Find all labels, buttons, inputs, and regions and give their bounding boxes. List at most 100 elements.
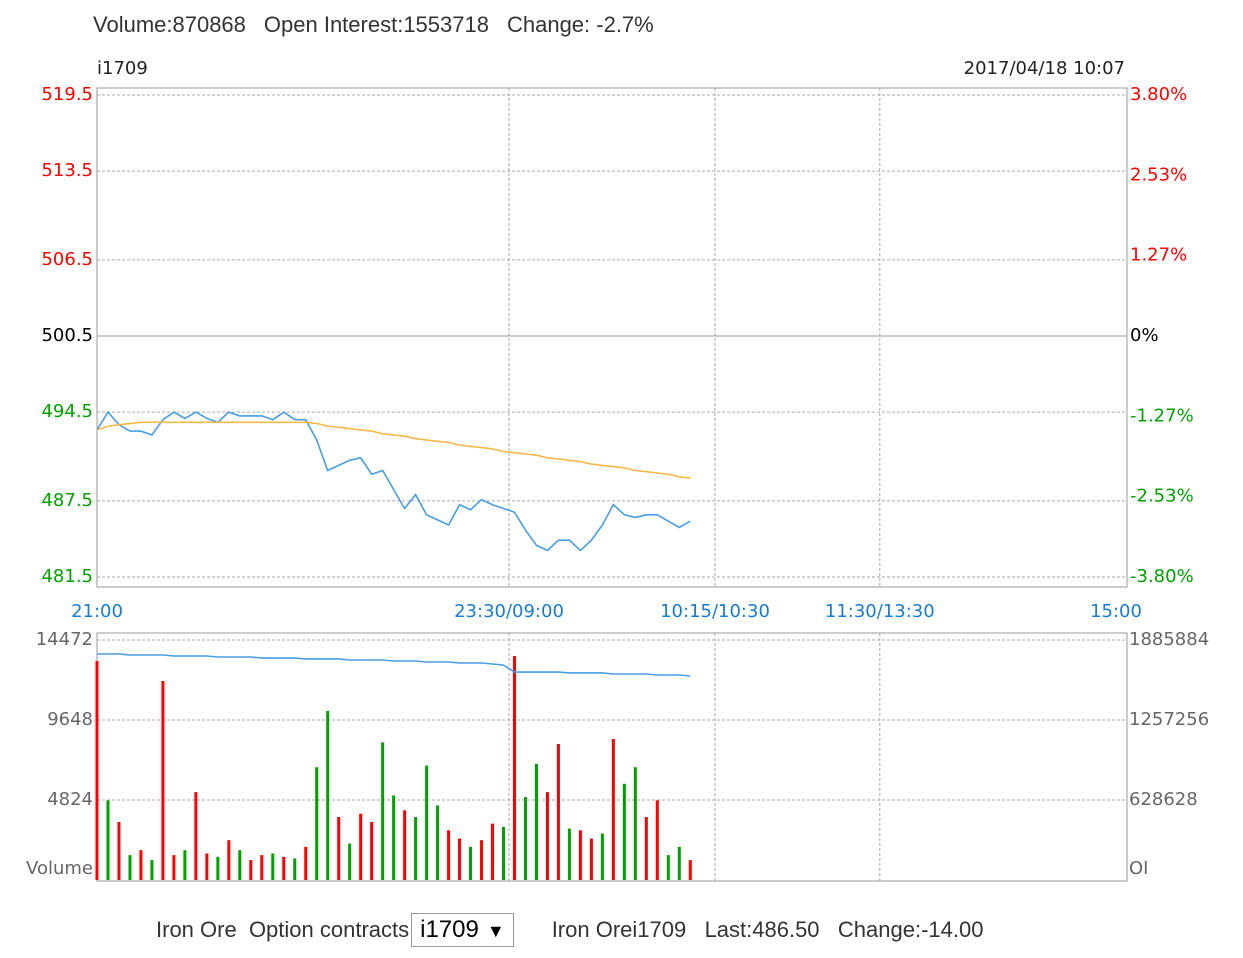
y-axis-label: Volume	[26, 858, 93, 879]
volume-bar	[337, 816, 341, 880]
price-line	[97, 653, 691, 677]
volume-bar	[183, 850, 187, 880]
volume-bar	[106, 800, 110, 880]
y2-tick-label: 1.27%	[1130, 244, 1187, 265]
y-tick-label: 500.5	[41, 325, 93, 346]
volume-bar	[194, 792, 198, 880]
contract-select[interactable]: i1709 ▼	[411, 913, 514, 947]
volume-bar	[128, 855, 132, 880]
volume-bar	[578, 830, 582, 880]
last-price: Last:486.50	[704, 917, 820, 942]
change: Change: -2.7%	[506, 12, 654, 37]
volume-bar	[447, 830, 451, 880]
volume-bar	[392, 795, 396, 880]
volume-bar	[436, 805, 440, 880]
volume-bar	[260, 855, 264, 880]
y2-tick-label: -1.27%	[1130, 406, 1194, 427]
volume-bar	[545, 792, 549, 880]
volume-bar	[326, 710, 330, 880]
volume-bar	[512, 656, 516, 880]
price-frame	[96, 87, 1128, 588]
price-line	[96, 410, 691, 552]
y2-tick-label: 628628	[1129, 789, 1198, 810]
spacer	[820, 917, 838, 943]
open-interest: Open Interest:1553718	[263, 12, 489, 37]
volume-bar	[271, 853, 275, 880]
price-change: Change:-14.00	[837, 917, 984, 942]
volume-bar	[117, 821, 121, 880]
x-tick-label: 21:00	[71, 601, 123, 622]
volume-bar	[172, 855, 176, 880]
y-tick-label: 4824	[47, 789, 93, 810]
y-tick-label: 494.5	[41, 401, 93, 422]
volume-bar	[567, 828, 571, 880]
volume-bar	[414, 816, 418, 880]
summary-bar: Volume:870868 Open Interest:1553718 Change…	[93, 12, 672, 38]
x-tick-label: 15:00	[1090, 601, 1142, 622]
volume-bar	[282, 856, 286, 880]
contract-label: Option contracts	[248, 917, 410, 942]
volume-bar	[425, 765, 429, 880]
y2-tick-label: 3.80%	[1130, 84, 1187, 105]
x-tick-label: 10:15/10:30	[660, 601, 770, 622]
volume-bar	[139, 850, 143, 880]
volume-bar	[655, 800, 659, 880]
y-tick-label: 481.5	[41, 566, 93, 587]
volume-bar	[249, 860, 253, 880]
volume-bar	[370, 821, 374, 880]
y2-tick-label: 1257256	[1129, 709, 1209, 730]
volume-bar	[534, 763, 538, 880]
y2-tick-label: 0%	[1130, 325, 1159, 346]
dropdown-arrow: ▼	[486, 921, 505, 941]
footer: Iron Ore Option contracts i1709 ▼ Iron Orei…	[156, 910, 983, 950]
volume-bar	[523, 797, 527, 880]
y2-axis-label: OI	[1129, 858, 1148, 879]
volume-bar	[227, 840, 231, 880]
volume-bar	[458, 838, 462, 880]
y2-tick-label: 1885884	[1129, 629, 1209, 650]
volume-bar	[589, 838, 593, 880]
volume-bar	[403, 810, 407, 880]
spacer	[686, 917, 704, 943]
volume-bar	[150, 860, 154, 880]
volume-bar	[644, 816, 648, 880]
volume-bar	[633, 767, 637, 880]
volume-bar	[622, 783, 626, 880]
y-tick-label: 513.5	[41, 160, 93, 181]
volume: Volume:870868	[93, 12, 246, 37]
y-tick-label: 487.5	[41, 490, 93, 511]
volume-bar	[600, 833, 604, 880]
volume-bar	[611, 739, 615, 880]
volume-bar	[480, 840, 484, 880]
y2-tick-label: -3.80%	[1130, 566, 1194, 587]
volume-bar	[293, 858, 297, 880]
contract-name: Iron Orei1709	[551, 917, 687, 942]
price-line	[96, 421, 691, 479]
y2-tick-label: 2.53%	[1130, 165, 1187, 186]
volume-bar	[95, 661, 99, 880]
chart: i1709 2017/04/18 10:07 519.5 513.5 506.5 50…	[26, 58, 1209, 882]
volume-bar	[304, 846, 308, 880]
volume-bar	[216, 856, 220, 880]
selected-contract: i1709	[420, 916, 479, 943]
y-tick-label: 9648	[47, 709, 93, 730]
x-tick-label: 11:30/13:30	[825, 601, 935, 622]
y-tick-label: 14472	[36, 629, 93, 650]
volume-bar	[359, 813, 363, 880]
product: Iron Ore	[156, 917, 237, 942]
volume-bar	[502, 826, 506, 880]
y-tick-label: 506.5	[41, 249, 93, 270]
volume-bar	[556, 744, 560, 880]
volume-bar	[238, 850, 242, 880]
volume-bar	[315, 767, 319, 880]
volume-bar	[348, 843, 352, 880]
volume-bar	[161, 680, 165, 880]
x-tick-label: 23:30/09:00	[454, 601, 564, 622]
volume-bar	[666, 855, 670, 880]
volume-bar	[469, 846, 473, 880]
volume-bar	[381, 742, 385, 880]
volume-bar	[677, 846, 681, 880]
volume-bar	[205, 853, 209, 880]
chart-subtitle: 2017/04/18 10:07	[964, 58, 1125, 79]
